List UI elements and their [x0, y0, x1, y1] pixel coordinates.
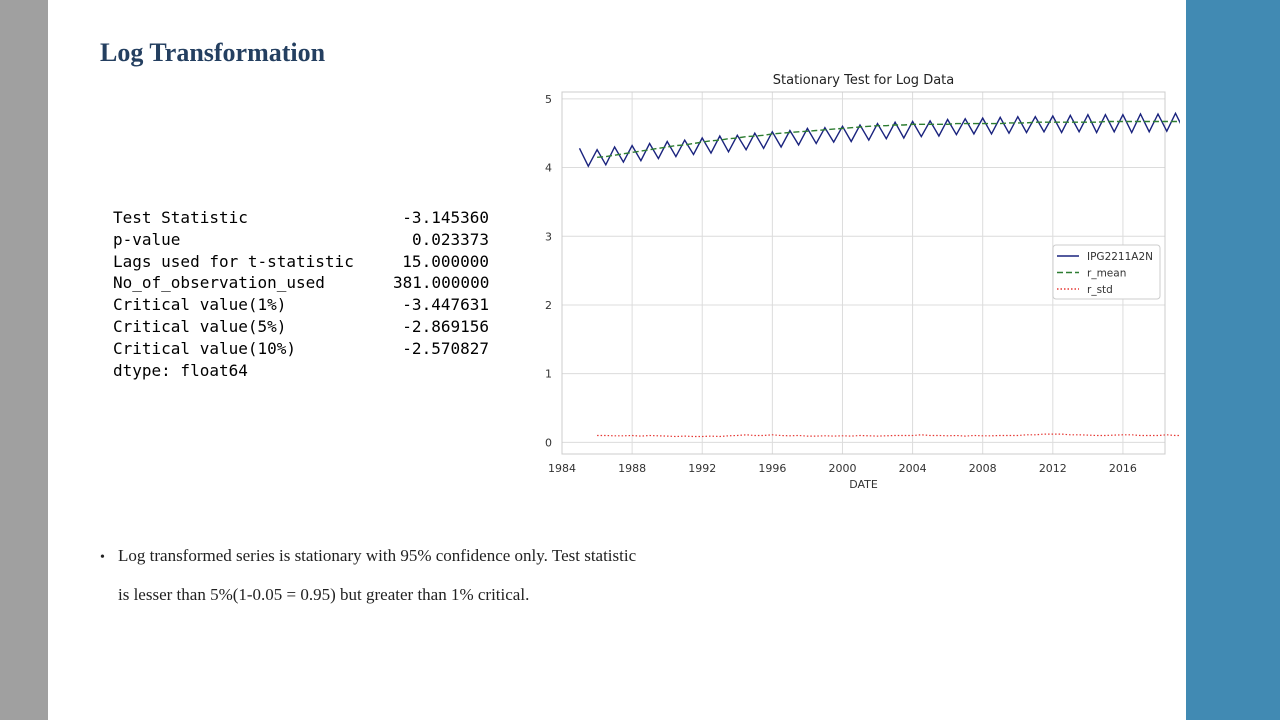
stat-label: Critical value(10%) [113, 338, 297, 358]
stat-label: p-value [113, 229, 181, 249]
chart-svg: 1984 1988 1992 1996 2000 2004 2008 2012 2016 0 1 2 3… [545, 73, 1180, 491]
stat-label: Lags used for t-statistic [113, 251, 354, 271]
stat-dtype: dtype: float64 [113, 360, 248, 380]
stat-value: -2.869156 [402, 316, 489, 336]
x-tick-label: 2016 [1109, 462, 1137, 475]
x-tick-label: 1992 [688, 462, 716, 475]
y-tick-label: 1 [545, 368, 552, 381]
x-tick-label: 1996 [758, 462, 786, 475]
stat-label: Critical value(1%) [113, 295, 287, 315]
bullet-text-line1: Log transformed series is stationary wit… [118, 546, 637, 565]
x-axis-label: DATE [849, 478, 878, 491]
bullet-text-line2: is lesser than 5%(1-0.05 = 0.95) but gre… [118, 585, 530, 604]
slide-title: Log Transformation [100, 38, 326, 67]
stat-row: Test Statistic -3.145360 [113, 207, 489, 229]
adf-test-results: Test Statistic -3.145360 p-value 0.023373 La… [113, 207, 489, 381]
legend-label: IPG2211A2N [1087, 251, 1153, 263]
stat-label: Test Statistic [113, 208, 248, 227]
legend-box [1052, 244, 1161, 300]
plot-frame [561, 91, 1166, 455]
series-line-r-std [597, 433, 1180, 438]
stat-label: No_of_observation_used [113, 273, 325, 293]
legend-label: r_mean [1087, 268, 1126, 280]
stat-row: Critical value(10%) -2.570827 [113, 338, 489, 360]
x-tick-label: 2012 [1039, 462, 1067, 475]
x-tick-label: 2004 [899, 462, 927, 475]
right-decorative-band [1186, 0, 1280, 720]
stat-value: 381.000000 [393, 273, 490, 293]
x-tick-label: 1988 [618, 462, 646, 475]
stat-row: No_of_observation_used 381.000000 [113, 272, 489, 294]
stat-value: -3.447631 [402, 295, 489, 315]
x-tick-label: 1984 [548, 462, 576, 475]
legend-label: r_std [1087, 284, 1113, 296]
y-tick-label: 5 [545, 93, 552, 106]
y-tick-label: 4 [545, 162, 552, 175]
stat-row: p-value 0.023373 [113, 229, 489, 251]
stat-row: Critical value(5%) -2.869156 [113, 316, 489, 338]
left-decorative-band [0, 0, 48, 720]
stat-row: Lags used for t-statistic 15.000000 [113, 251, 489, 273]
stat-value: 15.000000 [402, 251, 489, 271]
y-tick-label: 2 [545, 299, 552, 312]
stationary-test-chart: 1984 1988 1992 1996 2000 2004 2008 2012 2016 0 1 2 3… [530, 66, 1180, 496]
x-tick-label: 2000 [828, 462, 856, 475]
stat-value: -2.570827 [402, 338, 489, 358]
stat-value: 0.023373 [411, 229, 489, 249]
bullet-item: • Log transformed series is stationary w… [100, 546, 900, 566]
bullet-list: • Log transformed series is stationary w… [100, 546, 900, 605]
chart-title: Stationary Test for Log Data [773, 73, 955, 88]
x-tick-label: 2008 [969, 462, 997, 475]
y-tick-label: 0 [545, 436, 552, 449]
stat-value: -3.145360 [402, 208, 489, 227]
y-tick-label: 3 [545, 230, 552, 243]
stat-row: Critical value(1%) -3.447631 [113, 294, 489, 316]
bullet-marker: • [100, 550, 105, 565]
stat-label: Critical value(5%) [113, 316, 287, 336]
series-line-r-mean [597, 120, 1180, 158]
